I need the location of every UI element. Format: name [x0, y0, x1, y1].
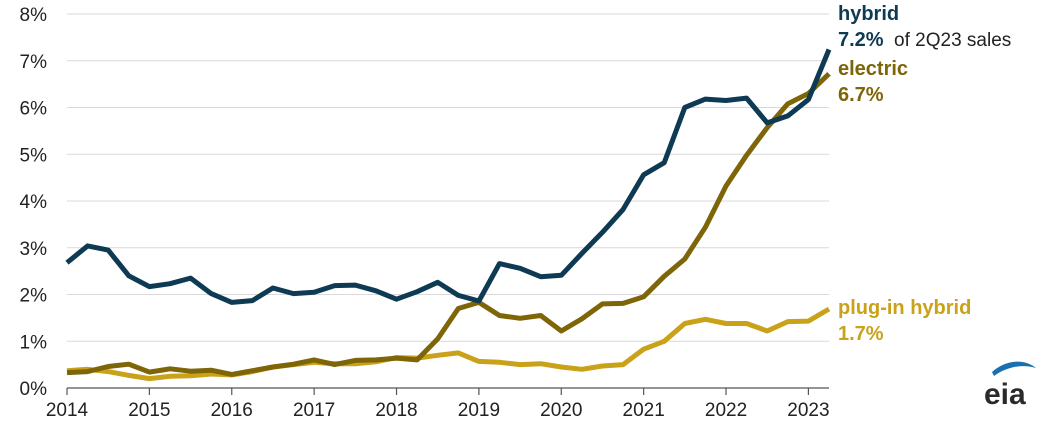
x-tick-label: 2022 [705, 400, 747, 421]
eia-logo: eia [984, 361, 1036, 411]
series-lines [65, 48, 832, 382]
label-hybrid: hybrid 7.2% of 2Q23 sales [838, 3, 1011, 51]
y-tick-label: 3% [20, 239, 48, 260]
x-tick-label: 2021 [623, 400, 665, 421]
series-line-plug-in-hybrid [66, 306, 831, 382]
series-line-electric [66, 71, 831, 377]
y-tick-label: 2% [20, 286, 48, 307]
x-tick-label: 2018 [375, 400, 417, 421]
label-hybrid-note: of 2Q23 sales [894, 30, 1011, 51]
label-plugin-hybrid-name: plug-in hybrid [838, 297, 971, 319]
label-electric-name: electric [838, 58, 908, 80]
y-tick-label: 0% [20, 379, 48, 400]
y-tick-label: 7% [20, 52, 48, 73]
y-tick-label: 1% [20, 332, 48, 353]
label-hybrid-value-line: 7.2% of 2Q23 sales [838, 29, 1011, 51]
label-electric: electric 6.7% [838, 58, 908, 106]
x-tick-label: 2014 [46, 400, 89, 421]
x-tick-label: 2020 [540, 400, 582, 421]
x-tick-label: 2023 [787, 400, 829, 421]
label-electric-value: 6.7% [838, 84, 884, 106]
y-tick-label: 4% [20, 192, 48, 213]
label-hybrid-name: hybrid [838, 3, 899, 25]
x-tick-label: 2019 [458, 400, 500, 421]
eia-logo-text: eia [984, 378, 1026, 411]
y-tick-label: 6% [20, 99, 48, 120]
y-axis-tick-labels: 0% 1% 2% 3% 4% 5% 6% 7% 8% [20, 5, 48, 400]
label-plugin-hybrid: plug-in hybrid 1.7% [838, 297, 971, 345]
series-line-hybrid [65, 48, 832, 305]
x-tick-label: 2016 [211, 400, 253, 421]
x-tick-label: 2015 [128, 400, 170, 421]
label-hybrid-value: 7.2% [838, 29, 884, 51]
label-plugin-hybrid-value: 1.7% [838, 323, 884, 345]
x-tick-label: 2017 [293, 400, 335, 421]
x-axis: 2014 2015 2016 2017 2018 2019 2020 2021 2022 2023 [46, 387, 830, 421]
gridlines [67, 13, 829, 342]
y-tick-label: 5% [20, 145, 48, 166]
eia-logo-swoosh-icon [992, 361, 1036, 376]
y-tick-label: 8% [20, 5, 48, 26]
